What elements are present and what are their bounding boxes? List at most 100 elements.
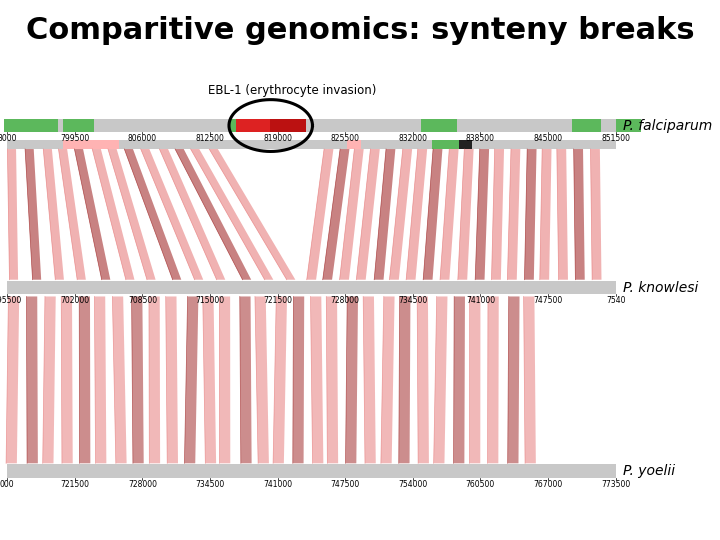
Text: 000: 000 xyxy=(0,480,14,489)
Polygon shape xyxy=(255,296,269,463)
Text: 695500: 695500 xyxy=(0,296,22,306)
Polygon shape xyxy=(363,296,376,463)
Polygon shape xyxy=(423,149,442,280)
Bar xyxy=(63,119,94,132)
Text: 760500: 760500 xyxy=(466,480,495,489)
Text: 715000: 715000 xyxy=(195,296,225,306)
Polygon shape xyxy=(175,149,251,280)
Polygon shape xyxy=(7,149,18,280)
Polygon shape xyxy=(523,296,536,463)
Text: P. falciparum: P. falciparum xyxy=(623,119,712,132)
Text: Comparitive genomics: synteny breaks: Comparitive genomics: synteny breaks xyxy=(26,16,694,45)
Text: 819000: 819000 xyxy=(263,134,292,144)
Text: 767000: 767000 xyxy=(534,480,562,489)
Text: 747500: 747500 xyxy=(330,480,360,489)
Text: 812500: 812500 xyxy=(196,134,225,144)
Polygon shape xyxy=(6,296,19,463)
Polygon shape xyxy=(346,296,358,463)
Polygon shape xyxy=(340,149,364,280)
Polygon shape xyxy=(310,296,323,463)
Polygon shape xyxy=(293,296,305,463)
Polygon shape xyxy=(94,296,107,463)
Polygon shape xyxy=(326,296,338,463)
Polygon shape xyxy=(132,296,144,463)
Text: 799500: 799500 xyxy=(60,134,89,144)
Bar xyxy=(459,140,472,149)
Polygon shape xyxy=(433,296,448,463)
Text: P. knowlesi: P. knowlesi xyxy=(623,281,698,294)
Text: 832000: 832000 xyxy=(398,134,427,144)
Polygon shape xyxy=(273,296,287,463)
Text: 721500: 721500 xyxy=(60,480,89,489)
Polygon shape xyxy=(191,149,274,280)
Bar xyxy=(616,119,641,132)
Polygon shape xyxy=(508,296,520,463)
Bar xyxy=(432,140,459,149)
Text: 754000: 754000 xyxy=(398,480,428,489)
Text: EBL-1 (erythrocyte invasion): EBL-1 (erythrocyte invasion) xyxy=(208,84,377,97)
Polygon shape xyxy=(390,149,412,280)
Polygon shape xyxy=(43,149,64,280)
Polygon shape xyxy=(125,149,181,280)
Polygon shape xyxy=(524,149,536,280)
Polygon shape xyxy=(323,149,349,280)
Polygon shape xyxy=(61,296,73,463)
Text: 806000: 806000 xyxy=(128,134,157,144)
Polygon shape xyxy=(58,149,86,280)
Text: 728000: 728000 xyxy=(128,480,157,489)
Polygon shape xyxy=(307,149,333,280)
Text: 734500: 734500 xyxy=(195,480,225,489)
Polygon shape xyxy=(184,296,199,463)
Polygon shape xyxy=(108,149,156,280)
Polygon shape xyxy=(79,296,90,463)
Polygon shape xyxy=(540,149,552,280)
Polygon shape xyxy=(574,149,585,280)
Polygon shape xyxy=(159,149,225,280)
Polygon shape xyxy=(166,296,178,463)
Text: 3000: 3000 xyxy=(0,134,17,144)
Text: 728000: 728000 xyxy=(330,296,360,306)
Bar xyxy=(270,119,306,132)
Text: 734500: 734500 xyxy=(398,296,428,306)
Bar xyxy=(572,119,601,132)
Bar xyxy=(236,119,270,132)
Polygon shape xyxy=(557,149,568,280)
Text: 741000: 741000 xyxy=(466,296,495,306)
Polygon shape xyxy=(92,149,135,280)
Polygon shape xyxy=(25,149,41,280)
Polygon shape xyxy=(74,149,110,280)
Bar xyxy=(230,119,284,132)
Polygon shape xyxy=(27,296,38,463)
Text: 7540: 7540 xyxy=(606,296,626,306)
Polygon shape xyxy=(492,149,504,280)
Polygon shape xyxy=(374,149,395,280)
Polygon shape xyxy=(406,149,427,280)
Polygon shape xyxy=(475,149,489,280)
Polygon shape xyxy=(240,296,251,463)
Bar xyxy=(63,140,119,149)
Text: 773500: 773500 xyxy=(601,480,630,489)
Bar xyxy=(4,119,58,132)
Text: 851500: 851500 xyxy=(601,134,630,144)
Polygon shape xyxy=(487,296,499,463)
Text: 721500: 721500 xyxy=(263,296,292,306)
Text: 747500: 747500 xyxy=(534,296,562,306)
Polygon shape xyxy=(210,149,295,280)
Text: 845000: 845000 xyxy=(534,134,562,144)
Polygon shape xyxy=(440,149,459,280)
Text: 825500: 825500 xyxy=(330,134,360,144)
Polygon shape xyxy=(42,296,55,463)
Text: P. yoelii: P. yoelii xyxy=(623,464,675,478)
Bar xyxy=(7,140,616,149)
Polygon shape xyxy=(140,149,203,280)
Polygon shape xyxy=(458,149,474,280)
Polygon shape xyxy=(508,149,521,280)
Polygon shape xyxy=(381,296,395,463)
Bar xyxy=(7,281,616,294)
Text: 708500: 708500 xyxy=(128,296,157,306)
Polygon shape xyxy=(220,296,230,463)
Polygon shape xyxy=(112,296,127,463)
Polygon shape xyxy=(590,149,601,280)
Polygon shape xyxy=(454,296,465,463)
Bar xyxy=(7,464,616,478)
